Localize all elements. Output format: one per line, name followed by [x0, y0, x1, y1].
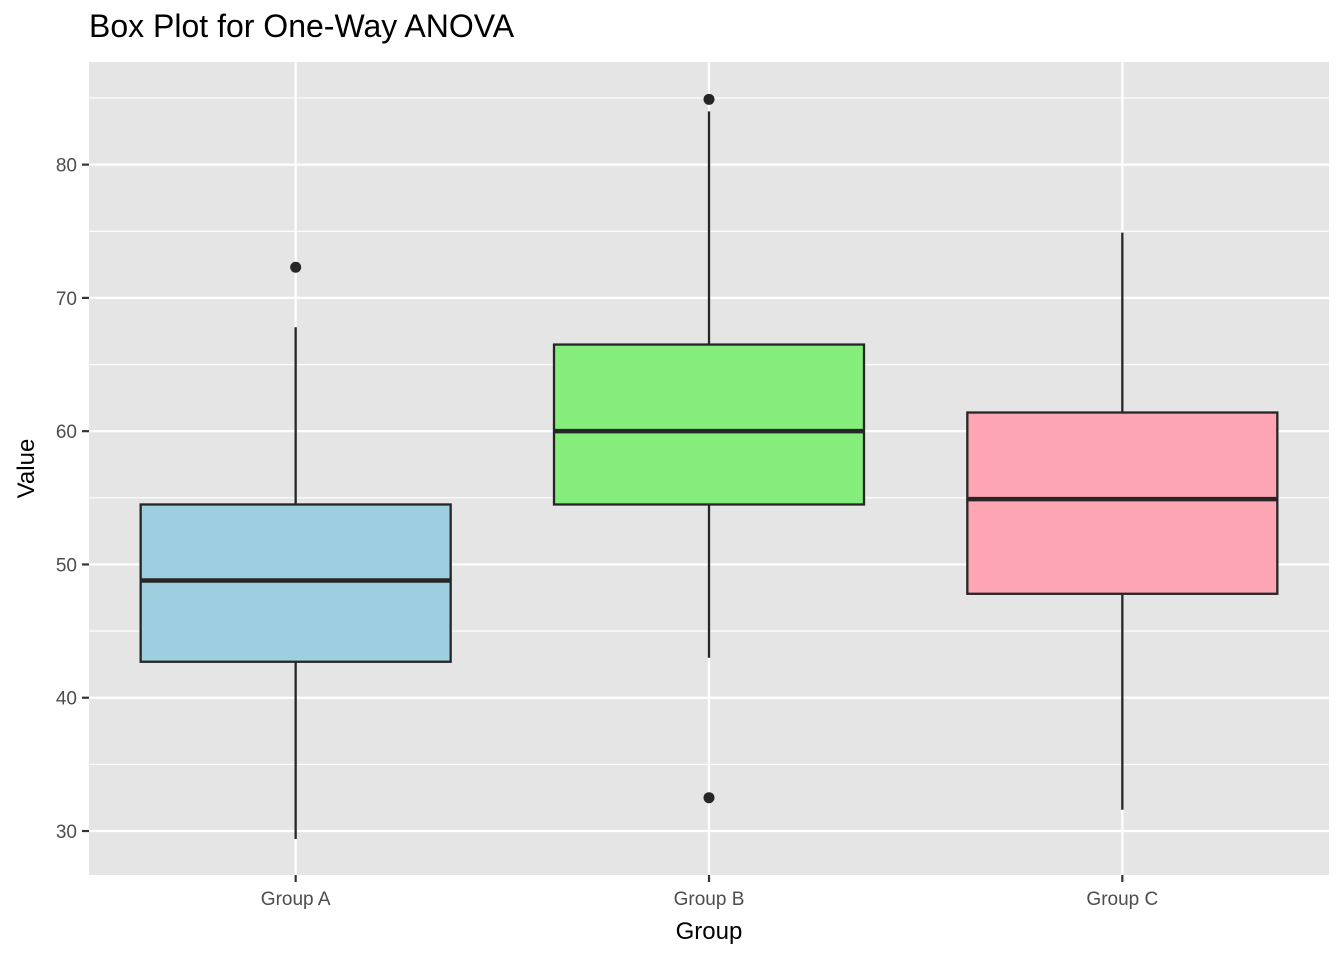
x-axis-title: Group [676, 918, 743, 945]
x-tick-label: Group A [261, 889, 331, 910]
y-tick-label: 40 [56, 689, 77, 710]
x-axis: Group A Group B Group C [261, 875, 1158, 910]
y-axis: 30 40 50 60 70 80 [56, 156, 89, 843]
outlier-point [703, 93, 715, 105]
y-tick-label: 80 [56, 156, 77, 177]
outlier-point [290, 261, 302, 273]
y-axis-title: Value [13, 439, 40, 499]
boxes-layer [139, 93, 1279, 840]
x-tick-label: Group B [674, 889, 745, 910]
chart-title: Box Plot for One-Way ANOVA [89, 8, 515, 44]
outlier-point [703, 792, 715, 804]
box-group-c [966, 232, 1279, 810]
box-iqr [552, 343, 866, 506]
box-group-a [139, 261, 452, 840]
x-tick-label: Group C [1086, 889, 1158, 910]
box-group-b [552, 93, 866, 804]
y-tick-label: 50 [56, 555, 77, 576]
box-iqr [966, 411, 1279, 595]
y-tick-label: 60 [56, 422, 77, 443]
box-iqr [139, 503, 452, 663]
y-tick-label: 70 [56, 289, 77, 310]
y-tick-label: 30 [56, 822, 77, 843]
